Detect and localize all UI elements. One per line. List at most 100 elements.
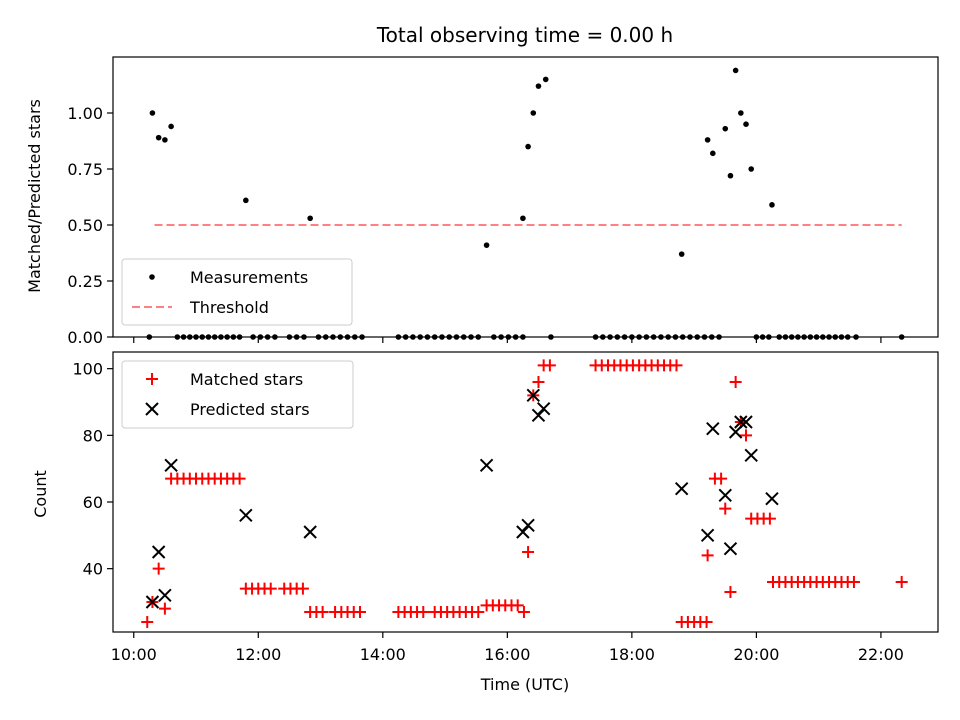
bottom-xtick-label: 20:00: [733, 645, 779, 664]
measurement-point: [483, 242, 490, 248]
predicted-star-point: [151, 545, 166, 559]
matched-star-point: [296, 582, 309, 595]
matched-star-point: [715, 472, 728, 485]
matched-star-point: [511, 599, 524, 612]
measurement-point: [732, 67, 739, 74]
matched-star-point: [417, 606, 430, 618]
predicted-star-point: [739, 415, 753, 429]
top-panel: Total observing time = 0.00 h Matched/Pr…: [25, 23, 939, 347]
bottom-legend-box: [121, 360, 354, 429]
matched-star-point: [724, 586, 737, 598]
measurement-point: [542, 76, 549, 83]
top-ytick-label: 1.00: [67, 104, 103, 123]
top-ytick-label: 0.50: [67, 216, 103, 235]
matched-star-point: [522, 546, 535, 558]
measurement-point: [738, 110, 744, 116]
predicted-star-point: [521, 518, 535, 533]
bottom-ytick-label: 100: [72, 360, 103, 379]
bottom-panel-legend: Matched stars Predicted stars: [121, 360, 354, 429]
top-panel-legend: Measurements Threshold: [121, 258, 353, 326]
measurement-point: [530, 110, 537, 116]
measurement-point: [743, 121, 749, 127]
bottom-ytick-label: 80: [83, 426, 103, 445]
bottom-xtick-label: 10:00: [111, 645, 157, 664]
predicted-star-point: [531, 408, 546, 423]
legend-threshold-label: Threshold: [189, 298, 269, 317]
predicted-star-point: [536, 401, 551, 416]
bottom-xtick-label: 18:00: [609, 645, 655, 664]
matched-star-point: [517, 606, 530, 618]
legend-matched-marker: [146, 373, 158, 385]
measurement-point: [710, 150, 716, 157]
bottom-panel-xlabel: Time (UTC): [480, 675, 569, 694]
bottom-panel-frame: [112, 351, 939, 633]
matched-star-point: [472, 606, 485, 618]
matched-star-point: [152, 562, 165, 575]
matched-star-point: [543, 359, 556, 372]
predicted-star-point: [765, 491, 779, 506]
predicted-star-point: [728, 425, 743, 439]
matched-star-point: [740, 429, 753, 442]
predicted-star-point: [674, 481, 689, 496]
top-ytick-label: 0.25: [67, 272, 103, 291]
matched-star-point: [719, 502, 732, 515]
top-legend-box: [121, 258, 353, 326]
predicted-star-point: [479, 458, 494, 473]
matched-star-point: [700, 616, 713, 628]
measurement-point: [722, 125, 729, 132]
matched-star-point: [264, 582, 277, 595]
predicted-star-point: [516, 525, 530, 539]
measurement-point: [727, 172, 734, 179]
matched-star-point: [701, 549, 714, 562]
predicted-star-point: [526, 388, 540, 403]
bottom-plot-area: 40 60 80 100 10:00 12:00 14:00 16:00 18:00 20:00 2…: [72, 359, 908, 664]
legend-measurements-marker: [149, 274, 155, 280]
matched-star-point: [895, 576, 908, 588]
matched-star-point: [233, 472, 246, 485]
predicted-star-point: [718, 488, 732, 503]
legend-measurements-label: Measurements: [190, 268, 308, 287]
measurement-point: [162, 137, 168, 143]
predicted-star-point: [706, 421, 720, 436]
bottom-xtick-label: 16:00: [484, 645, 530, 664]
predicted-star-point: [700, 528, 715, 543]
top-ytick-label: 0.00: [67, 328, 103, 347]
top-ytick-label: 0.75: [67, 160, 103, 179]
predicted-star-point: [145, 595, 160, 609]
predicted-star-point: [723, 541, 738, 556]
predicted-star-point: [744, 448, 758, 463]
legend-predicted-marker: [145, 402, 159, 416]
measurement-point: [704, 137, 711, 143]
measurement-point: [525, 143, 531, 150]
top-panel-title: Total observing time = 0.00 h: [376, 23, 673, 47]
bottom-panel-ylabel: Count: [31, 470, 50, 518]
predicted-star-point: [734, 415, 748, 429]
predicted-star-point: [303, 525, 317, 539]
top-panel-frame: [112, 56, 939, 338]
measurement-point: [155, 134, 162, 141]
matched-star-point: [316, 606, 329, 618]
legend-predicted-label: Predicted stars: [190, 400, 310, 419]
matched-star-point: [532, 376, 545, 388]
measurement-point: [149, 110, 156, 116]
measurement-point: [678, 251, 685, 257]
legend-matched-label: Matched stars: [190, 370, 303, 389]
measurement-point: [769, 202, 775, 208]
measurement-point: [168, 123, 174, 130]
matched-star-point: [847, 576, 860, 588]
predicted-star-point: [239, 508, 253, 523]
measurement-point: [520, 215, 526, 222]
bottom-panel: Count Time (UTC) 40 60 80 100 10:00 12:00 14:0…: [31, 351, 939, 694]
bottom-xtick-label: 12:00: [235, 645, 281, 664]
matched-star-point: [353, 606, 366, 618]
matched-star-point: [158, 602, 171, 615]
bottom-xtick-label: 14:00: [360, 645, 406, 664]
top-panel-ylabel: Matched/Predicted stars: [25, 99, 44, 293]
predicted-star-point: [164, 458, 178, 473]
matched-star-point: [729, 376, 742, 388]
measurement-point: [535, 83, 542, 89]
top-plot-area: 0.00 0.25 0.50 0.75 1.00: [67, 67, 905, 347]
matched-star-point: [141, 616, 154, 628]
predicted-star-point: [158, 588, 172, 603]
bottom-ytick-label: 40: [83, 560, 103, 579]
